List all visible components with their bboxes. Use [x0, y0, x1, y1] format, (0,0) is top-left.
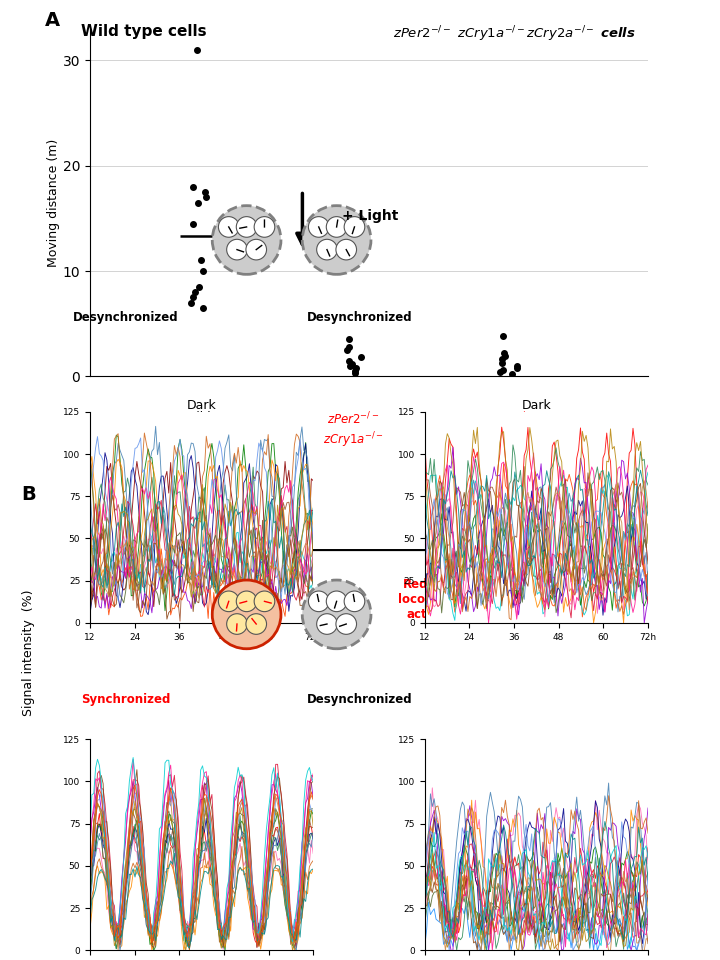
Point [197, 300, 209, 316]
Point [349, 364, 361, 379]
Point [511, 358, 523, 373]
Point [498, 328, 509, 344]
Circle shape [302, 580, 371, 649]
Point [344, 358, 356, 373]
Text: Reduced
locomotor
activity: Reduced locomotor activity [397, 578, 464, 621]
Point [496, 351, 508, 367]
Text: $zPer2^{-/-}$
$zCry1a^{-/-}$
$zCry2a^{-/-}$: $zPer2^{-/-}$ $zCry1a^{-/-}$ $zCry2a^{-/… [478, 411, 539, 472]
Point [511, 360, 523, 375]
Point [198, 263, 210, 278]
Circle shape [254, 217, 275, 237]
Point [185, 295, 197, 310]
Text: Normal
locomotor
activity: Normal locomotor activity [168, 578, 228, 621]
Point [341, 343, 353, 358]
Circle shape [212, 205, 281, 275]
Text: Signal intensity  (%): Signal intensity (%) [22, 589, 35, 716]
Text: $zPer2^{-/-}$ $zCry1a^{-/-}$$zCry2a^{-/-}$ cells: $zPer2^{-/-}$ $zCry1a^{-/-}$$zCry2a^{-/-… [393, 24, 636, 43]
Circle shape [326, 591, 347, 612]
Circle shape [308, 591, 329, 612]
Point [350, 366, 361, 381]
Circle shape [302, 205, 371, 275]
Circle shape [344, 591, 365, 612]
Text: Desynchronized: Desynchronized [307, 693, 413, 706]
Circle shape [254, 591, 275, 612]
Text: Wild
type: Wild type [185, 411, 212, 439]
Text: Desynchronized: Desynchronized [73, 311, 179, 324]
Text: + Light: + Light [342, 209, 398, 223]
Circle shape [227, 613, 247, 635]
Text: $zPer2^{-/-}$
$zCry1a^{-/-}$: $zPer2^{-/-}$ $zCry1a^{-/-}$ [323, 411, 384, 450]
Title: Dark: Dark [521, 398, 552, 412]
Circle shape [317, 239, 337, 260]
Text: Desynchronized: Desynchronized [307, 311, 413, 324]
Circle shape [218, 591, 239, 612]
Point [343, 339, 355, 354]
Point [188, 216, 199, 231]
Point [192, 195, 204, 210]
Circle shape [246, 613, 266, 635]
Point [494, 365, 505, 380]
Circle shape [246, 239, 266, 260]
Point [193, 279, 204, 295]
Circle shape [336, 613, 356, 635]
Circle shape [212, 580, 281, 649]
Point [498, 346, 510, 361]
Circle shape [326, 217, 347, 237]
Circle shape [344, 217, 365, 237]
Circle shape [218, 217, 239, 237]
Point [497, 362, 508, 377]
Point [192, 42, 203, 58]
Point [497, 355, 508, 371]
Point [350, 360, 361, 375]
Text: B: B [22, 485, 36, 504]
Text: A: A [45, 12, 60, 31]
Point [506, 367, 518, 382]
Point [187, 290, 199, 305]
Text: Synchronized: Synchronized [81, 693, 171, 706]
Y-axis label: Moving distance (m): Moving distance (m) [47, 138, 60, 267]
Point [355, 349, 366, 365]
Circle shape [236, 217, 257, 237]
Point [343, 332, 355, 348]
Text: Wild type cells: Wild type cells [81, 24, 207, 39]
Circle shape [236, 591, 257, 612]
Title: Dark: Dark [186, 398, 217, 412]
Point [187, 180, 199, 195]
Point [346, 356, 358, 372]
Circle shape [336, 239, 356, 260]
Point [201, 190, 212, 205]
Circle shape [227, 239, 247, 260]
Circle shape [308, 217, 329, 237]
Point [500, 348, 511, 364]
Point [199, 184, 211, 200]
Circle shape [317, 613, 337, 635]
Point [189, 284, 200, 300]
Point [343, 353, 355, 369]
Point [195, 252, 207, 268]
